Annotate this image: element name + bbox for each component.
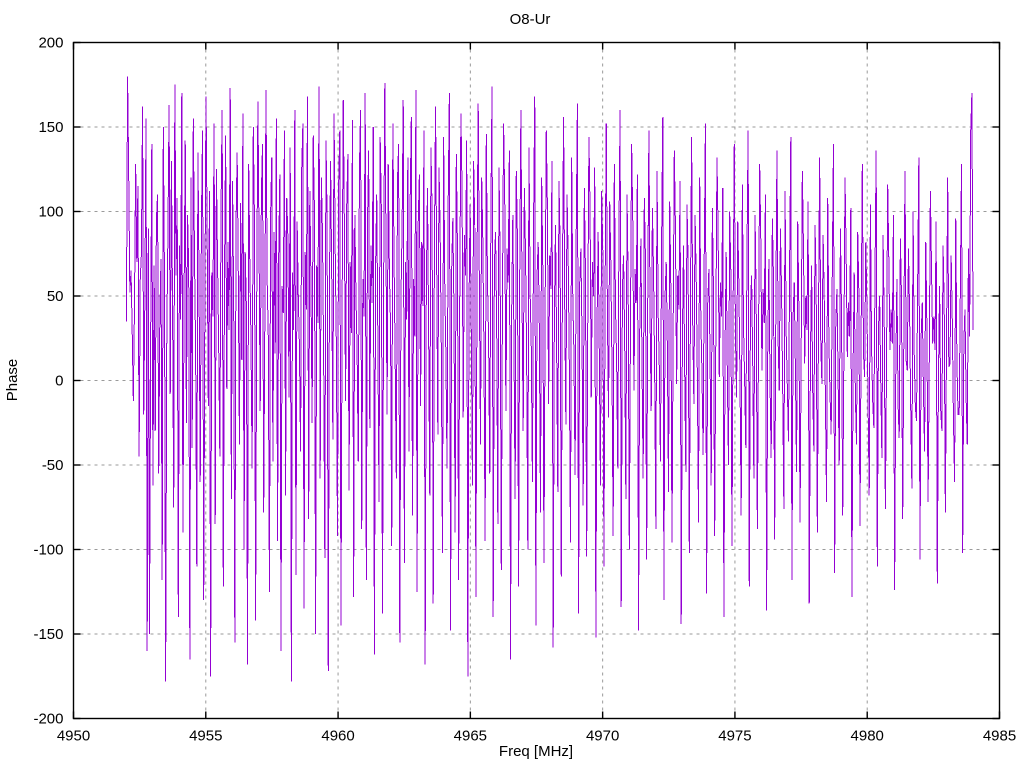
x-tick-label: 4955	[189, 728, 222, 745]
y-axis-ticks: 200 150 100 50 0 -50 -100 -150 -200	[33, 35, 1000, 728]
x-tick-label: 4960	[321, 728, 354, 745]
y-tick-label: 0	[55, 373, 63, 390]
y-tick-label: 150	[38, 119, 63, 136]
x-axis-ticks: 4950 4955 4960 4965 4970 4975 4980 4985	[57, 42, 1016, 745]
y-tick-label: -200	[33, 711, 63, 728]
x-tick-label: 4970	[586, 728, 619, 745]
chart-title: O8-Ur	[510, 11, 551, 28]
x-tick-label: 4985	[983, 728, 1016, 745]
x-axis-label: Freq [MHz]	[499, 743, 573, 760]
y-axis-label: Phase	[4, 359, 21, 402]
y-tick-label: 200	[38, 35, 63, 52]
y-tick-label: 100	[38, 204, 63, 221]
y-tick-label: -50	[42, 457, 64, 474]
y-tick-label: -150	[33, 626, 63, 643]
y-tick-label: 50	[47, 288, 64, 305]
data-series-group	[125, 76, 974, 682]
x-tick-label: 4965	[454, 728, 487, 745]
y-tick-label: -100	[33, 542, 63, 559]
data-trace-0	[125, 76, 974, 682]
x-tick-label: 4975	[718, 728, 751, 745]
x-tick-label: 4950	[57, 728, 90, 745]
x-tick-label: 4980	[851, 728, 884, 745]
